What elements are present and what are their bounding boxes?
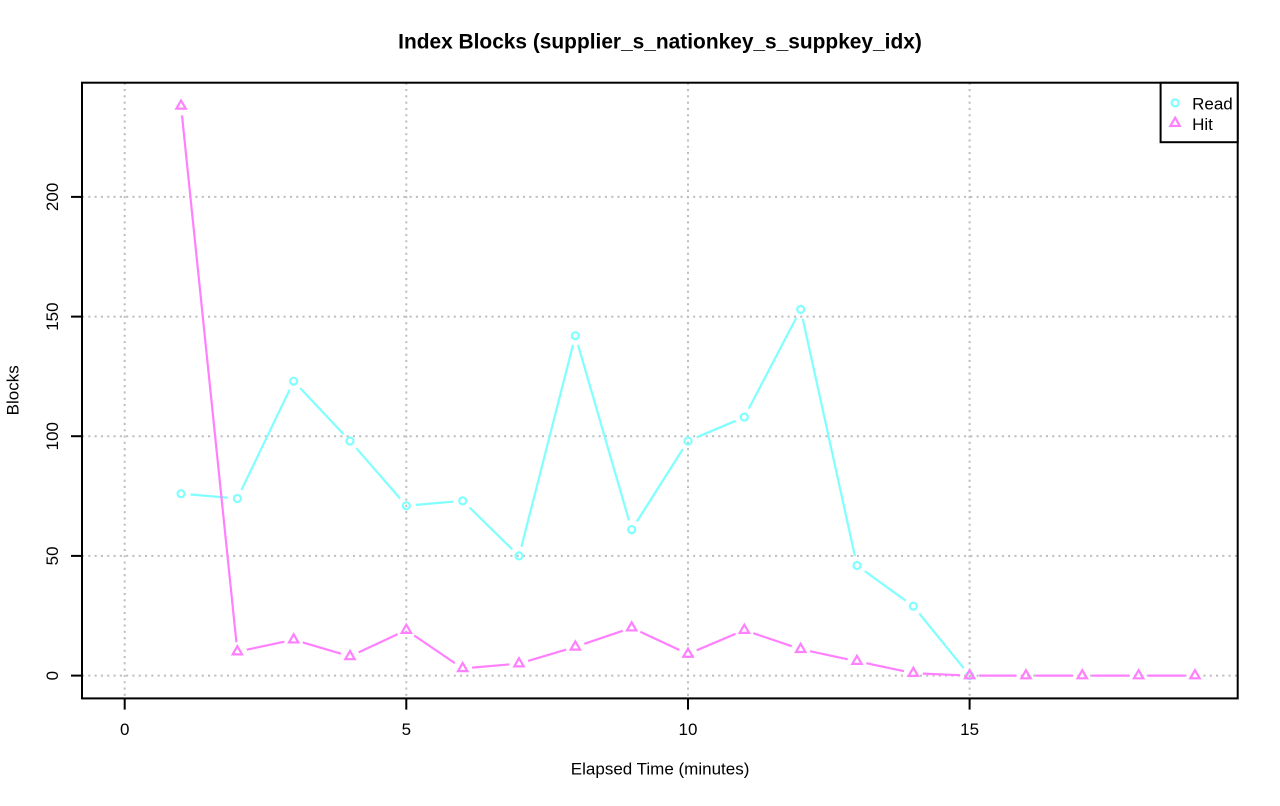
svg-text:50: 50 [43, 546, 62, 565]
svg-text:100: 100 [43, 422, 62, 450]
svg-text:Read: Read [1192, 95, 1233, 114]
svg-text:Index Blocks (supplier_s_natio: Index Blocks (supplier_s_nationkey_s_sup… [398, 31, 922, 54]
svg-text:150: 150 [43, 302, 62, 330]
svg-text:Hit: Hit [1192, 115, 1213, 134]
svg-text:0: 0 [120, 720, 129, 739]
svg-text:Elapsed Time (minutes): Elapsed Time (minutes) [571, 760, 750, 779]
svg-text:5: 5 [402, 720, 411, 739]
svg-text:Blocks: Blocks [3, 365, 22, 415]
svg-text:200: 200 [43, 183, 62, 211]
svg-text:0: 0 [43, 671, 62, 680]
svg-text:10: 10 [679, 720, 698, 739]
svg-text:15: 15 [960, 720, 979, 739]
